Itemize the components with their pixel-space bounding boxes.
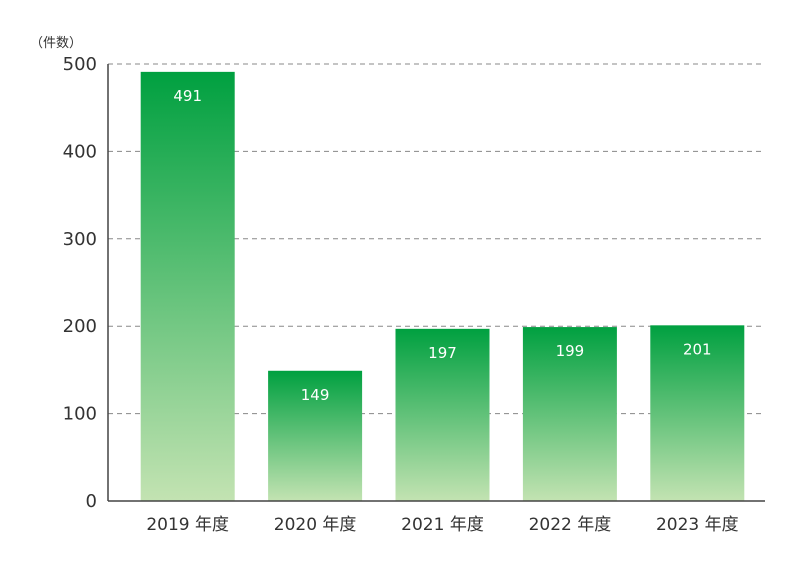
x-tick-label: 2019 年度 xyxy=(146,515,229,535)
data-label: 199 xyxy=(556,342,585,360)
bar xyxy=(140,71,235,501)
bar xyxy=(268,370,363,501)
y-tick-label: 500 xyxy=(63,54,97,75)
bar xyxy=(650,325,745,501)
bar xyxy=(522,327,617,501)
bar xyxy=(395,328,490,501)
unit-label: （件数） xyxy=(30,36,82,51)
data-label: 197 xyxy=(428,344,457,362)
axes xyxy=(107,64,765,502)
x-tick-label: 2022 年度 xyxy=(529,515,612,535)
y-tick-label: 0 xyxy=(86,491,97,512)
y-tick-label: 100 xyxy=(63,404,97,425)
x-tick-label: 2021 年度 xyxy=(401,515,484,535)
data-label: 491 xyxy=(173,87,202,105)
x-tick-label: 2020 年度 xyxy=(274,515,357,535)
bars xyxy=(140,71,745,501)
y-tick-label: 200 xyxy=(63,316,97,337)
y-tick-label: 400 xyxy=(63,141,97,162)
x-tick-label: 2023 年度 xyxy=(656,515,739,535)
labels: 0 100 200 300 400 500 491 2019 年度 149 2020 年度 197 2… xyxy=(63,54,739,535)
data-label: 149 xyxy=(301,386,330,404)
data-label: 201 xyxy=(683,340,712,358)
y-tick-label: 300 xyxy=(63,229,97,250)
